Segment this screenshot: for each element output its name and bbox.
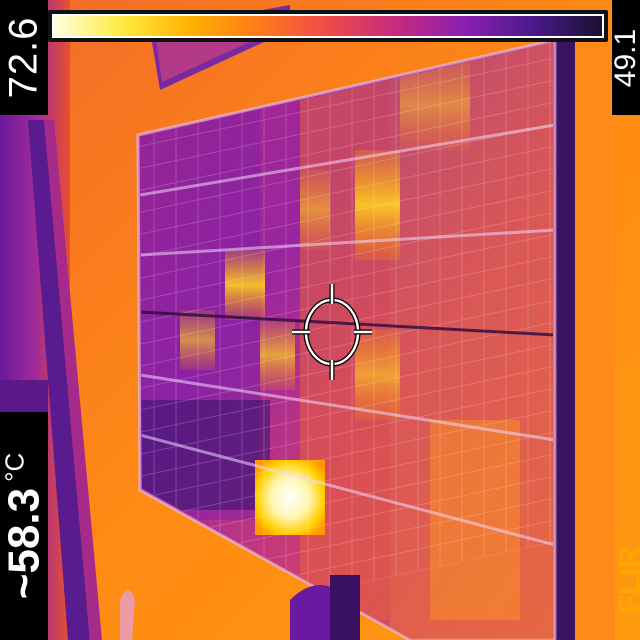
spot-meter-crosshair-icon	[292, 284, 372, 380]
min-temperature-label: 49.1	[609, 0, 640, 115]
brand-logo-text: FLIR	[613, 546, 640, 614]
spot-temperature-unit: °C	[0, 452, 29, 482]
max-temperature-label: 72.6	[0, 0, 48, 115]
color-scale-gradient	[52, 14, 604, 38]
brand-logo: FLIR	[613, 520, 640, 640]
spot-temperature-value: ~58.3	[0, 487, 48, 600]
max-temperature-value: 72.6	[1, 16, 46, 99]
spot-temperature-readout: ~58.3 °C	[0, 453, 49, 600]
spot-temperature-label: ~58.3 °C	[0, 412, 48, 640]
min-temperature-value: 49.1	[609, 28, 640, 87]
color-scale-bar	[48, 10, 608, 42]
